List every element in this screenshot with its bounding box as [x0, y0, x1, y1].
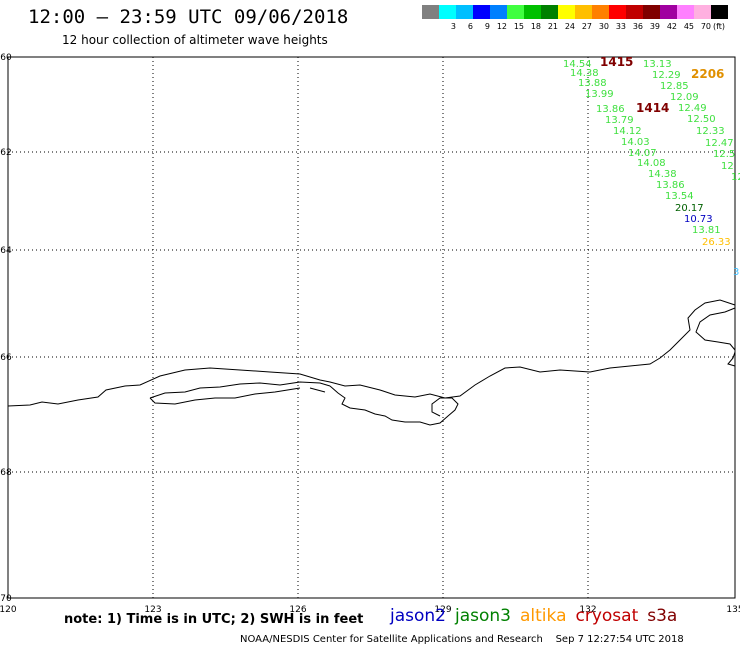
longitude-label: 123: [144, 605, 161, 615]
wave-height-reading: 20.17: [675, 203, 704, 214]
color-swatch: [456, 5, 473, 19]
color-scale-labels: 3 6 9 12 15 18 21 24 27 30 33 36 39 42 45 70 (ft): [422, 22, 733, 31]
scale-label: 33: [615, 22, 626, 31]
wave-height-reading: 12.29: [652, 70, 681, 81]
scale-label: 6: [467, 22, 473, 31]
wave-height-reading: 12.85: [660, 81, 689, 92]
color-swatch: [422, 5, 439, 19]
color-swatch: [524, 5, 541, 19]
wave-height-reading: 13.99: [585, 89, 614, 100]
wave-height-reading: 13.81: [692, 225, 721, 236]
scale-label: 36: [632, 22, 643, 31]
wave-height-reading: 14.38: [648, 169, 677, 180]
longitude-label: 129: [434, 605, 451, 615]
wave-height-reading: 14.07: [628, 148, 657, 159]
color-swatch: [541, 5, 558, 19]
wave-height-reading: 13.86: [656, 180, 685, 191]
latitude-label: -68: [0, 468, 12, 478]
scale-label: 18: [530, 22, 541, 31]
scale-label: 15: [513, 22, 524, 31]
wave-height-reading: 13.54: [665, 191, 694, 202]
wave-height-reading: 13.79: [605, 115, 634, 126]
map-subtitle: 12 hour collection of altimeter wave hei…: [62, 33, 328, 47]
wave-height-reading: 13.88: [578, 78, 607, 89]
wave-height-reading: 2206: [691, 67, 724, 81]
color-swatch: [626, 5, 643, 19]
scale-label: 39: [649, 22, 660, 31]
wave-height-reading: 26.33: [702, 237, 731, 248]
wave-height-reading: 14.12: [613, 126, 642, 137]
color-swatch: [575, 5, 592, 19]
credit-footer: NOAA/NESDIS Center for Satellite Applica…: [240, 634, 684, 645]
legend-altika: altika: [520, 606, 567, 626]
wave-height-reading: 1414: [636, 101, 669, 115]
scale-label: 30: [598, 22, 609, 31]
wave-height-reading: 12.09: [670, 92, 699, 103]
longitude-label: 135: [726, 605, 740, 615]
longitude-label: 120: [0, 605, 17, 615]
longitude-label: 126: [289, 605, 306, 615]
color-scale-bar: [422, 5, 728, 19]
wave-height-reading: 14.03: [621, 137, 650, 148]
color-swatch: [439, 5, 456, 19]
wave-height-reading: 12.49: [678, 103, 707, 114]
wave-height-reading: 12.50: [687, 114, 716, 125]
wave-height-reading: 12: [721, 161, 734, 172]
scale-label: 9: [484, 22, 490, 31]
longitude-label: 132: [579, 605, 596, 615]
wave-height-reading: 14.54: [563, 59, 592, 70]
color-swatch: [490, 5, 507, 19]
wave-height-reading: 13.86: [596, 104, 625, 115]
scale-label: 45: [683, 22, 694, 31]
wave-height-reading: 12: [731, 172, 740, 183]
wave-height-reading: 12.5: [713, 149, 735, 160]
scale-label: 12: [496, 22, 507, 31]
color-swatch: [694, 5, 711, 19]
wave-height-reading: 12.33: [696, 126, 725, 137]
legend-cryosat: cryosat: [575, 606, 639, 626]
latitude-label: -70: [0, 594, 12, 604]
scale-unit: (ft): [713, 22, 726, 31]
color-swatch: [660, 5, 677, 19]
legend-s3a: s3a: [647, 606, 678, 626]
color-swatch: [711, 5, 728, 19]
wave-height-reading: 3: [733, 267, 739, 278]
wave-height-reading: 12.47: [705, 138, 734, 149]
color-swatch: [507, 5, 524, 19]
latitude-label: -60: [0, 53, 12, 63]
map-title: 12:00 — 23:59 UTC 09/06/2018: [28, 6, 349, 28]
scale-label: 21: [547, 22, 558, 31]
latitude-label: -62: [0, 148, 12, 158]
scale-label: 3: [450, 22, 456, 31]
color-swatch: [558, 5, 575, 19]
wave-height-reading: 13.13: [643, 59, 672, 70]
scale-label: 42: [666, 22, 677, 31]
color-swatch: [592, 5, 609, 19]
color-swatch: [473, 5, 490, 19]
footnote: note: 1) Time is in UTC; 2) SWH is in fe…: [64, 612, 364, 627]
generated-timestamp: Sep 7 12:27:54 UTC 2018: [555, 634, 684, 645]
antarctic-coastline: [7, 299, 736, 426]
satellite-legend: jason2 jason3 altika cryosat s3a: [390, 606, 686, 626]
color-swatch: [677, 5, 694, 19]
wave-height-reading: 10.73: [684, 214, 713, 225]
legend-jason2: jason2: [390, 606, 446, 626]
color-swatch: [609, 5, 626, 19]
scale-label: 24: [564, 22, 575, 31]
wave-height-reading: 1415: [600, 55, 633, 69]
credit-text: NOAA/NESDIS Center for Satellite Applica…: [240, 634, 543, 645]
latitude-label: -66: [0, 353, 12, 363]
map-frame: [7, 56, 736, 599]
legend-jason3: jason3: [455, 606, 511, 626]
scale-label: 27: [581, 22, 592, 31]
color-swatch: [643, 5, 660, 19]
scale-label: 70: [700, 22, 711, 31]
latitude-label: -64: [0, 246, 12, 256]
wave-height-reading: 14.38: [570, 68, 599, 79]
wave-height-reading: 14.08: [637, 158, 666, 169]
